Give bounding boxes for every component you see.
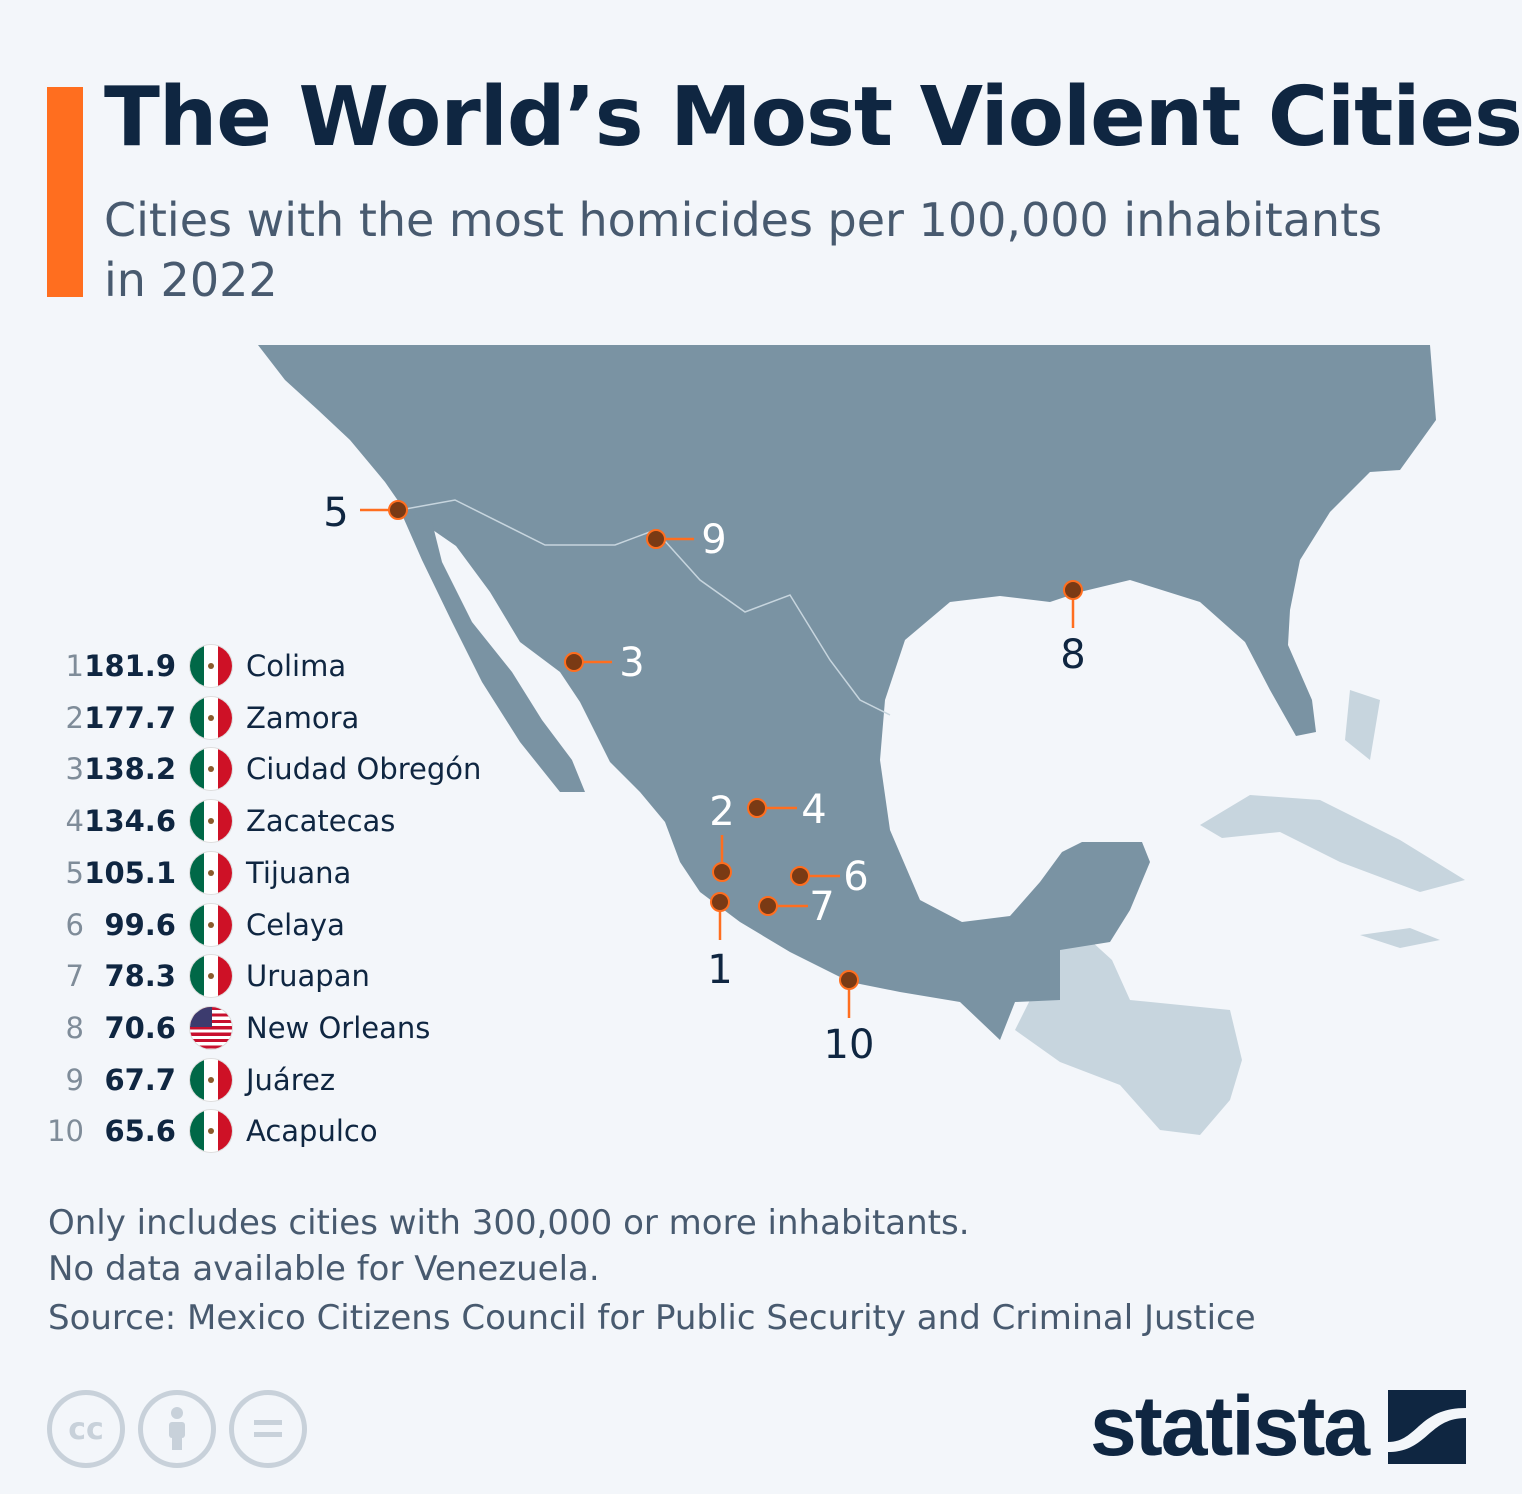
city-marker[interactable] (790, 866, 810, 886)
marker-rank-label: 3 (619, 640, 644, 686)
usa-flag-icon (189, 1005, 233, 1050)
mexico-flag-icon (189, 695, 233, 740)
homicide-rate: 65.6 (104, 1114, 176, 1149)
mexico-flag-icon (189, 1057, 233, 1102)
marker-rank-label: 5 (323, 490, 348, 536)
source: Source: Mexico Citizens Council for Publ… (48, 1298, 1256, 1338)
rank: 8 (65, 1010, 84, 1045)
mexico-flag-icon (189, 644, 233, 688)
rank: 5 (65, 855, 84, 890)
page-title: The World’s Most Violent Cities (104, 70, 1522, 165)
city-marker[interactable] (758, 896, 778, 916)
rank: 1 (65, 649, 84, 683)
mexico-flag-icon (189, 902, 233, 947)
list-item: 10 65.6 Acapulco (40, 1105, 378, 1157)
rank: 6 (65, 907, 84, 942)
city-marker[interactable] (1063, 580, 1083, 600)
bahamas (1345, 690, 1380, 760)
marker-rank-label: 4 (801, 787, 826, 833)
mexico-flag-icon (189, 1109, 233, 1154)
homicide-rate: 99.6 (104, 907, 176, 942)
subtitle: Cities with the most homicides per 100,0… (104, 193, 1383, 307)
other-countries (1015, 690, 1465, 1135)
city-marker[interactable] (564, 652, 584, 672)
attribution-icon[interactable] (138, 1390, 216, 1468)
list-item: 9 67.7 Juárez (40, 1054, 335, 1106)
land-us-mexico (258, 345, 1436, 1040)
city-marker[interactable] (712, 862, 732, 882)
list-item: 3 138.2 Ciudad Obregón (40, 743, 481, 795)
list-item: 7 78.3 Uruapan (40, 950, 370, 1002)
homicide-rate: 70.6 (104, 1010, 176, 1045)
city-marker[interactable] (710, 892, 730, 912)
cc-icon[interactable]: cc (47, 1390, 125, 1468)
homicide-rate: 177.7 (84, 700, 176, 735)
homicide-rate: 138.2 (84, 752, 176, 787)
marker-rank-label: 9 (701, 517, 726, 563)
rank: 7 (65, 959, 84, 994)
marker-rank-label: 7 (809, 884, 834, 930)
city-name: Acapulco (246, 1114, 378, 1149)
city-markers: 1 2 3 4 5 67 8 9 10 (323, 490, 1085, 1068)
list-item: 4 134.6 Zacatecas (40, 795, 395, 847)
city-name: Colima (246, 649, 347, 683)
statista-logo[interactable]: statista (1090, 1378, 1467, 1475)
rank: 3 (65, 752, 84, 787)
homicide-rate: 67.7 (104, 1062, 176, 1097)
hispaniola (1360, 928, 1440, 948)
central-america (1015, 940, 1242, 1135)
mexico-flag-icon (189, 747, 233, 792)
marker-rank-label: 6 (843, 854, 868, 900)
accent-bar (47, 87, 83, 297)
mexico-flag-icon (189, 850, 233, 895)
city-name: Zacatecas (246, 804, 396, 839)
note: Only includes cities with 300,000 or mor… (48, 1203, 970, 1243)
marker-rank-label: 8 (1060, 632, 1085, 678)
city-name: Zamora (246, 700, 360, 735)
marker-rank-label: 10 (824, 1022, 875, 1068)
notes: Only includes cities with 300,000 or mor… (48, 1200, 970, 1292)
city-marker[interactable] (646, 529, 666, 549)
note: No data available for Venezuela. (48, 1249, 600, 1289)
city-name: Uruapan (246, 959, 370, 994)
rank: 2 (65, 700, 84, 735)
us-mexico-border (399, 499, 891, 716)
statista-logo-icon (1388, 1389, 1467, 1464)
homicide-rate: 105.1 (84, 855, 176, 890)
logo-text: statista (1090, 1379, 1370, 1473)
rank: 10 (47, 1114, 84, 1149)
city-name: Celaya (246, 907, 345, 942)
rank: 4 (65, 804, 84, 839)
list-item: 2 177.7 Zamora (40, 692, 359, 744)
cuba (1200, 795, 1465, 892)
list-item: 8 70.6 New Orleans (40, 1002, 430, 1054)
mexico-flag-icon (189, 799, 233, 844)
city-name: New Orleans (246, 1010, 431, 1045)
marker-rank-label: 2 (709, 789, 734, 835)
marker-rank-label: 1 (707, 947, 732, 993)
no-derivatives-icon[interactable] (229, 1390, 307, 1468)
city-name: Juárez (246, 1062, 336, 1097)
homicide-rate: 134.6 (84, 804, 176, 839)
baja-california (400, 510, 585, 792)
list-item: 5 105.1 Tijuana (40, 847, 351, 899)
city-marker[interactable] (388, 500, 408, 520)
city-marker[interactable] (839, 970, 859, 990)
rank: 9 (65, 1062, 84, 1097)
mexico-flag-icon (189, 954, 233, 999)
list-item: 1 181.9 Colima (40, 640, 346, 692)
city-marker[interactable] (747, 798, 767, 818)
list-item: 6 99.6 Celaya (40, 899, 345, 951)
city-name: Tijuana (246, 855, 352, 890)
city-name: Ciudad Obregón (246, 752, 482, 787)
homicide-rate: 78.3 (104, 959, 176, 994)
homicide-rate: 181.9 (84, 649, 176, 683)
